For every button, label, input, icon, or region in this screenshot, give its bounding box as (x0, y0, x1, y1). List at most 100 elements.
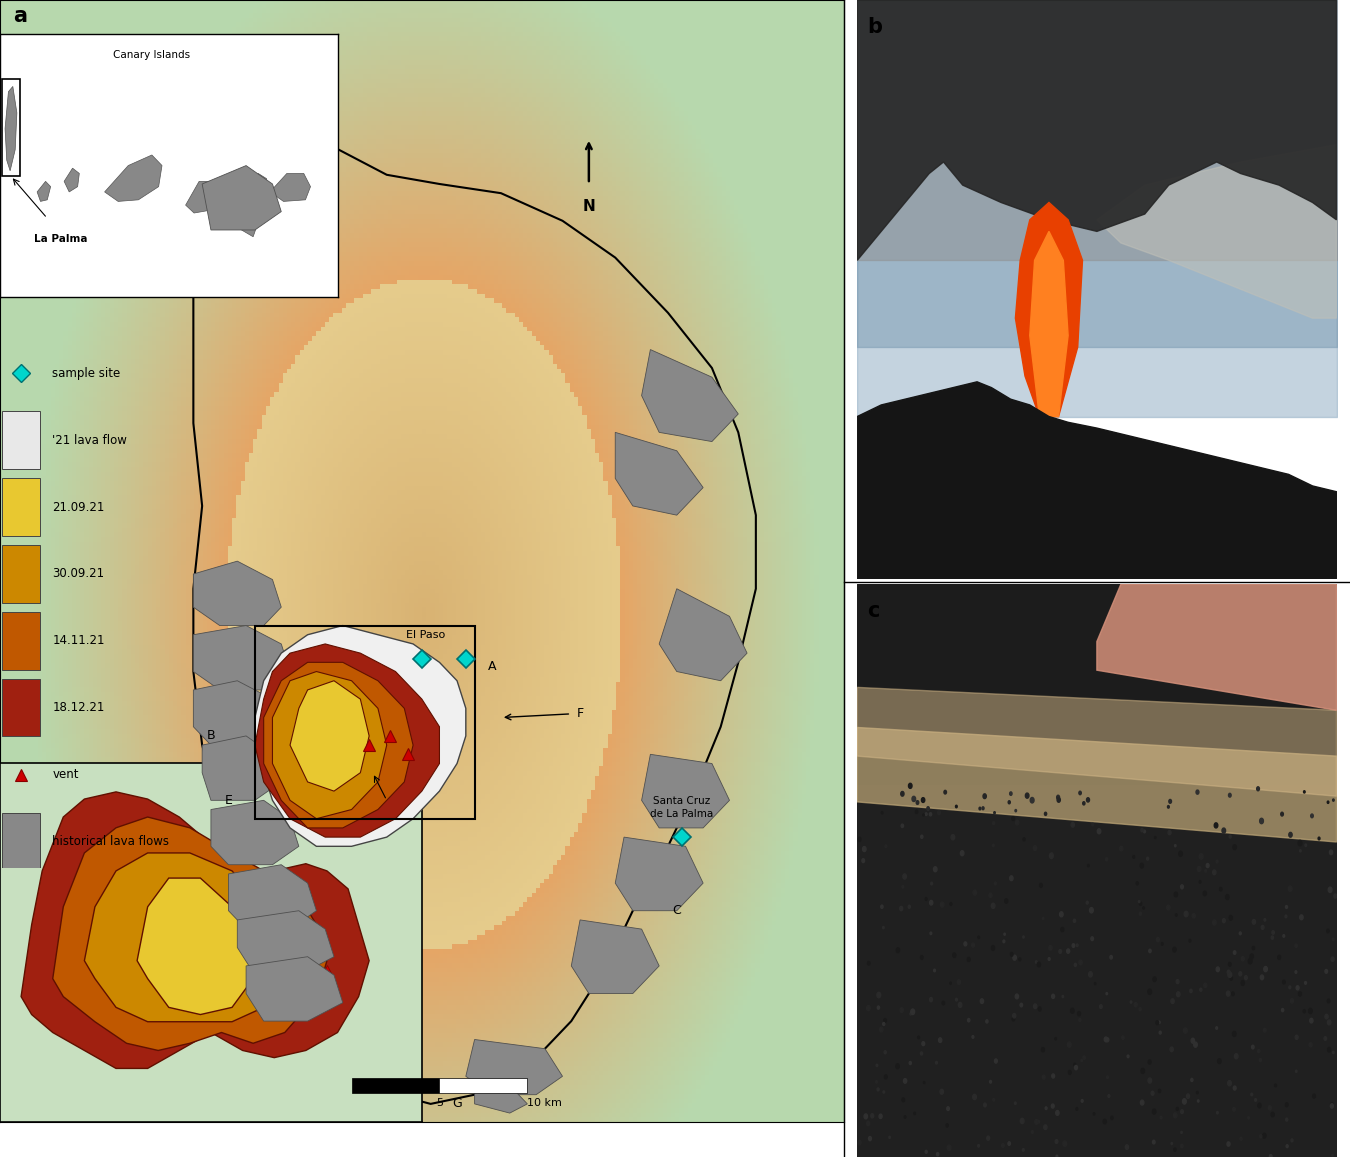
Ellipse shape (1076, 944, 1079, 946)
Polygon shape (616, 838, 703, 911)
Ellipse shape (1212, 920, 1216, 924)
Ellipse shape (1262, 1134, 1266, 1138)
Ellipse shape (1324, 1015, 1328, 1019)
Ellipse shape (1127, 1055, 1129, 1057)
Ellipse shape (990, 1081, 991, 1083)
Ellipse shape (1312, 1095, 1315, 1098)
Text: 0: 0 (348, 1098, 355, 1108)
Ellipse shape (977, 1144, 980, 1147)
Ellipse shape (1008, 801, 1010, 804)
Ellipse shape (1332, 1052, 1334, 1054)
Ellipse shape (950, 902, 952, 906)
Ellipse shape (1233, 845, 1237, 849)
Ellipse shape (922, 1041, 925, 1046)
Polygon shape (466, 1039, 563, 1095)
Polygon shape (193, 626, 290, 690)
Ellipse shape (1143, 830, 1145, 833)
Polygon shape (246, 957, 343, 1022)
Ellipse shape (1304, 790, 1305, 793)
Ellipse shape (1241, 981, 1245, 986)
Ellipse shape (1184, 1027, 1187, 1033)
Ellipse shape (1052, 853, 1053, 855)
Ellipse shape (1071, 1008, 1075, 1014)
Ellipse shape (1022, 1149, 1025, 1151)
Ellipse shape (1216, 967, 1219, 972)
Ellipse shape (1087, 901, 1088, 904)
Ellipse shape (925, 813, 927, 816)
Ellipse shape (868, 961, 869, 965)
Text: Santa Cruz
de La Palma: Santa Cruz de La Palma (651, 796, 714, 819)
Ellipse shape (1161, 943, 1164, 945)
Ellipse shape (1230, 977, 1233, 980)
Bar (3, 478, 39, 536)
Ellipse shape (1258, 1049, 1260, 1053)
Ellipse shape (1226, 992, 1230, 996)
Ellipse shape (995, 1059, 998, 1063)
Ellipse shape (1008, 1142, 1010, 1145)
Text: 14.11.21: 14.11.21 (53, 634, 105, 648)
Ellipse shape (1332, 938, 1334, 941)
Polygon shape (1015, 202, 1083, 417)
Ellipse shape (867, 1121, 869, 1126)
Ellipse shape (1091, 937, 1094, 941)
Polygon shape (641, 349, 738, 442)
Ellipse shape (899, 906, 903, 911)
Ellipse shape (1049, 853, 1053, 858)
Ellipse shape (1146, 857, 1149, 860)
Ellipse shape (921, 835, 923, 839)
Ellipse shape (1073, 1063, 1076, 1067)
Ellipse shape (1092, 824, 1094, 826)
Ellipse shape (992, 845, 994, 847)
Ellipse shape (882, 811, 883, 813)
Ellipse shape (883, 1023, 884, 1025)
Ellipse shape (946, 1107, 949, 1111)
Ellipse shape (1285, 1103, 1288, 1107)
Ellipse shape (1004, 899, 1008, 904)
Ellipse shape (995, 882, 996, 885)
Ellipse shape (1010, 791, 1012, 795)
Ellipse shape (991, 904, 995, 908)
Ellipse shape (1289, 832, 1292, 838)
Ellipse shape (1160, 1031, 1161, 1034)
Ellipse shape (1106, 993, 1107, 995)
Text: 10 km: 10 km (528, 1098, 562, 1108)
Ellipse shape (1034, 1120, 1038, 1125)
Ellipse shape (1066, 949, 1069, 953)
Ellipse shape (1071, 823, 1075, 827)
Ellipse shape (1285, 915, 1287, 918)
Ellipse shape (1173, 948, 1176, 952)
Ellipse shape (960, 850, 964, 856)
Text: '21 lava flow: '21 lava flow (53, 434, 127, 447)
Ellipse shape (1191, 1078, 1193, 1082)
Ellipse shape (1177, 992, 1180, 996)
Ellipse shape (1324, 970, 1327, 973)
Ellipse shape (938, 811, 941, 815)
Ellipse shape (914, 1112, 915, 1114)
Ellipse shape (968, 1018, 969, 1022)
Ellipse shape (994, 812, 995, 813)
Ellipse shape (1012, 1017, 1015, 1020)
Polygon shape (193, 561, 281, 626)
Ellipse shape (930, 900, 933, 905)
Ellipse shape (1141, 863, 1143, 868)
Ellipse shape (1153, 1110, 1156, 1114)
Ellipse shape (863, 847, 867, 852)
Ellipse shape (1014, 1101, 1017, 1105)
Ellipse shape (923, 1082, 925, 1084)
Ellipse shape (1228, 915, 1233, 920)
Polygon shape (857, 687, 1336, 796)
Text: c: c (867, 602, 879, 621)
Ellipse shape (1249, 958, 1251, 964)
Ellipse shape (1038, 1120, 1040, 1123)
Ellipse shape (883, 927, 884, 929)
Ellipse shape (1305, 843, 1307, 847)
Ellipse shape (1296, 986, 1299, 990)
Ellipse shape (1181, 885, 1184, 889)
Text: El Paso: El Paso (406, 631, 446, 640)
Text: b: b (867, 17, 882, 37)
Ellipse shape (1285, 1118, 1288, 1121)
Ellipse shape (992, 821, 995, 825)
Text: E: E (224, 794, 232, 806)
Ellipse shape (1233, 1107, 1235, 1111)
Ellipse shape (902, 885, 903, 889)
